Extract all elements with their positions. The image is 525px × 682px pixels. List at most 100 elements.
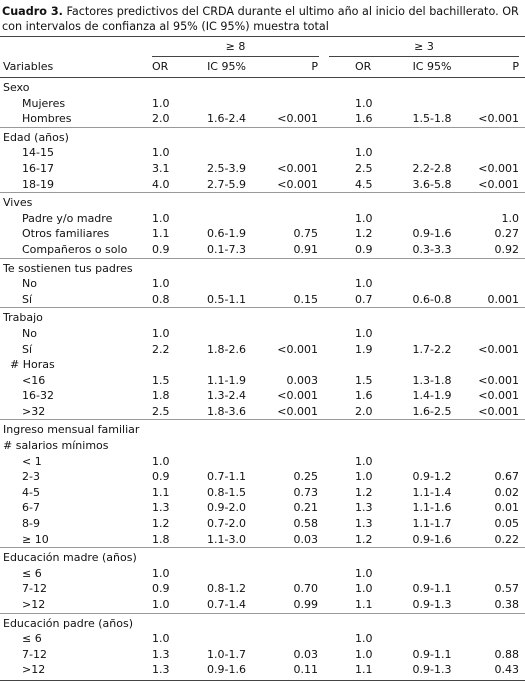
cell: 1.0 bbox=[355, 211, 373, 225]
cell: 0.7 bbox=[355, 292, 373, 306]
cell: 0.02 bbox=[494, 485, 520, 499]
data-row: ≥ 10 1.8 1.1-3.0 0.03 1.2 0.9-1.6 0.22 bbox=[0, 532, 525, 548]
cell: 1.5 bbox=[152, 373, 170, 387]
section-subtitle: # salarios mínimos bbox=[3, 439, 109, 453]
cell: 1.3 bbox=[152, 647, 170, 661]
cell bbox=[265, 631, 325, 647]
cell: 1.0 bbox=[152, 277, 170, 291]
data-row: >12 1.3 0.9-1.6 0.11 1.1 0.9-1.3 0.43 bbox=[0, 662, 525, 681]
cell: 0.92 bbox=[494, 242, 520, 256]
data-row: Otros familiares 1.1 0.6-1.9 0.75 1.2 0.9-1.6… bbox=[0, 226, 525, 242]
group-header-label: ≥ 8 bbox=[152, 38, 319, 57]
cell: 0.70 bbox=[293, 582, 319, 596]
data-row: Padre y/o madre 1.0 1.0 1.0 bbox=[0, 211, 525, 227]
cell: 1.3 bbox=[355, 517, 373, 531]
cell: 0.9-1.3 bbox=[412, 598, 452, 611]
row-label: 6-7 bbox=[22, 501, 40, 515]
cell: 0.3-3.3 bbox=[412, 242, 452, 256]
cell bbox=[188, 276, 265, 292]
cell: 1.1-1.7 bbox=[412, 517, 452, 531]
cell: 1.0 bbox=[355, 454, 373, 468]
row-label: 18-19 bbox=[22, 177, 54, 191]
spacer bbox=[0, 37, 148, 58]
cell: 0.75 bbox=[293, 227, 319, 241]
row-label: >12 bbox=[0, 662, 148, 681]
row-label: Hombres bbox=[22, 112, 72, 126]
cell: 0.9-1.1 bbox=[412, 582, 452, 596]
data-row: Sí 0.8 0.5-1.1 0.15 0.7 0.6-0.8 0.001 bbox=[0, 292, 525, 308]
cell: 0.58 bbox=[293, 517, 319, 531]
cell: 1.2 bbox=[355, 532, 373, 546]
cell: <0.001 bbox=[277, 404, 318, 418]
cell bbox=[387, 454, 477, 470]
cell: 0.9-2.0 bbox=[207, 501, 246, 515]
cell: 0.91 bbox=[293, 242, 319, 256]
cell bbox=[188, 566, 265, 582]
cell: 1.1 bbox=[152, 227, 170, 241]
cell: 1.2 bbox=[355, 227, 373, 241]
cell: <0.001 bbox=[277, 161, 318, 175]
column-header: Variables bbox=[0, 57, 148, 78]
cell bbox=[387, 326, 477, 342]
data-row: 6-7 1.3 0.9-2.0 0.21 1.3 1.1-1.6 0.01 bbox=[0, 500, 525, 516]
cell: 2.5-3.9 bbox=[207, 161, 246, 175]
cell bbox=[265, 326, 325, 342]
data-row: Hombres 2.0 1.6-2.4 <0.001 1.6 1.5-1.8 <0.001 bbox=[0, 111, 525, 127]
cell: 0.8 bbox=[152, 292, 170, 306]
caption-text: Factores predictivos del CRDA durante el… bbox=[2, 5, 519, 33]
row-label: 7-12 bbox=[22, 647, 47, 661]
cell: 0.01 bbox=[494, 501, 520, 515]
cell: 1.6 bbox=[355, 112, 373, 126]
cell: 0.5-1.1 bbox=[207, 292, 246, 306]
cell: 1.0 bbox=[152, 632, 170, 646]
cell: 1.8 bbox=[152, 532, 170, 546]
row-label: 16-17 bbox=[22, 161, 54, 175]
data-row: Sí 2.2 1.8-2.6 <0.001 1.9 1.7-2.2 <0.001 bbox=[0, 342, 525, 358]
cell bbox=[188, 454, 265, 470]
cell: 1.2 bbox=[355, 485, 373, 499]
cell: 1.0 bbox=[152, 96, 170, 110]
cell: 1.6-2.4 bbox=[207, 112, 246, 126]
row-label: 4-5 bbox=[22, 485, 40, 499]
cell bbox=[265, 566, 325, 582]
cell: 1.0 bbox=[355, 582, 373, 596]
data-row: Mujeres 1.0 1.0 bbox=[0, 96, 525, 112]
cell: 0.9-1.6 bbox=[412, 227, 452, 241]
data-row: ≤ 6 1.0 1.0 bbox=[0, 566, 525, 582]
cell bbox=[265, 96, 325, 112]
data-row: # Horas bbox=[0, 357, 525, 373]
section-row: Educación madre (años) bbox=[0, 547, 525, 566]
data-row: 14-15 1.0 1.0 bbox=[0, 145, 525, 161]
cell bbox=[477, 276, 525, 292]
cell: 0.003 bbox=[286, 373, 319, 387]
cell: 0.9-1.1 bbox=[412, 647, 452, 661]
cell: 2.5 bbox=[152, 404, 170, 418]
cell: 2.0 bbox=[152, 112, 170, 126]
cell: 0.7-2.0 bbox=[207, 517, 246, 531]
cell: 1.1 bbox=[355, 598, 373, 611]
cell: 0.001 bbox=[487, 292, 520, 306]
cell: 0.7-1.4 bbox=[207, 598, 246, 611]
column-header: IC 95% bbox=[387, 57, 477, 78]
data-row: No 1.0 1.0 bbox=[0, 326, 525, 342]
cell: 1.9 bbox=[355, 342, 373, 356]
row-label: >12 bbox=[22, 598, 46, 611]
row-label: 2-3 bbox=[22, 470, 40, 484]
cell: 0.21 bbox=[293, 501, 319, 515]
cell: 2.7-5.9 bbox=[207, 177, 246, 191]
cell: 0.8-1.2 bbox=[207, 582, 246, 596]
cell: 1.0 bbox=[152, 566, 170, 580]
cell: 0.9-1.6 bbox=[188, 662, 265, 681]
data-row: < 1 1.0 1.0 bbox=[0, 454, 525, 470]
section-title: Vives bbox=[0, 192, 525, 211]
cell bbox=[477, 326, 525, 342]
cell: 1.0 bbox=[355, 96, 373, 110]
section-row: Educación padre (años) bbox=[0, 612, 525, 632]
cell: 3.6-5.8 bbox=[412, 177, 452, 191]
cell: 1.3 bbox=[152, 501, 170, 515]
cell: 0.67 bbox=[494, 470, 520, 484]
data-row: >12 1.0 0.7-1.4 0.99 1.1 0.9-1.3 0.38 bbox=[0, 597, 525, 613]
cell: 0.9-1.2 bbox=[412, 470, 452, 484]
data-row: No 1.0 1.0 bbox=[0, 276, 525, 292]
cell: 0.22 bbox=[494, 532, 520, 546]
